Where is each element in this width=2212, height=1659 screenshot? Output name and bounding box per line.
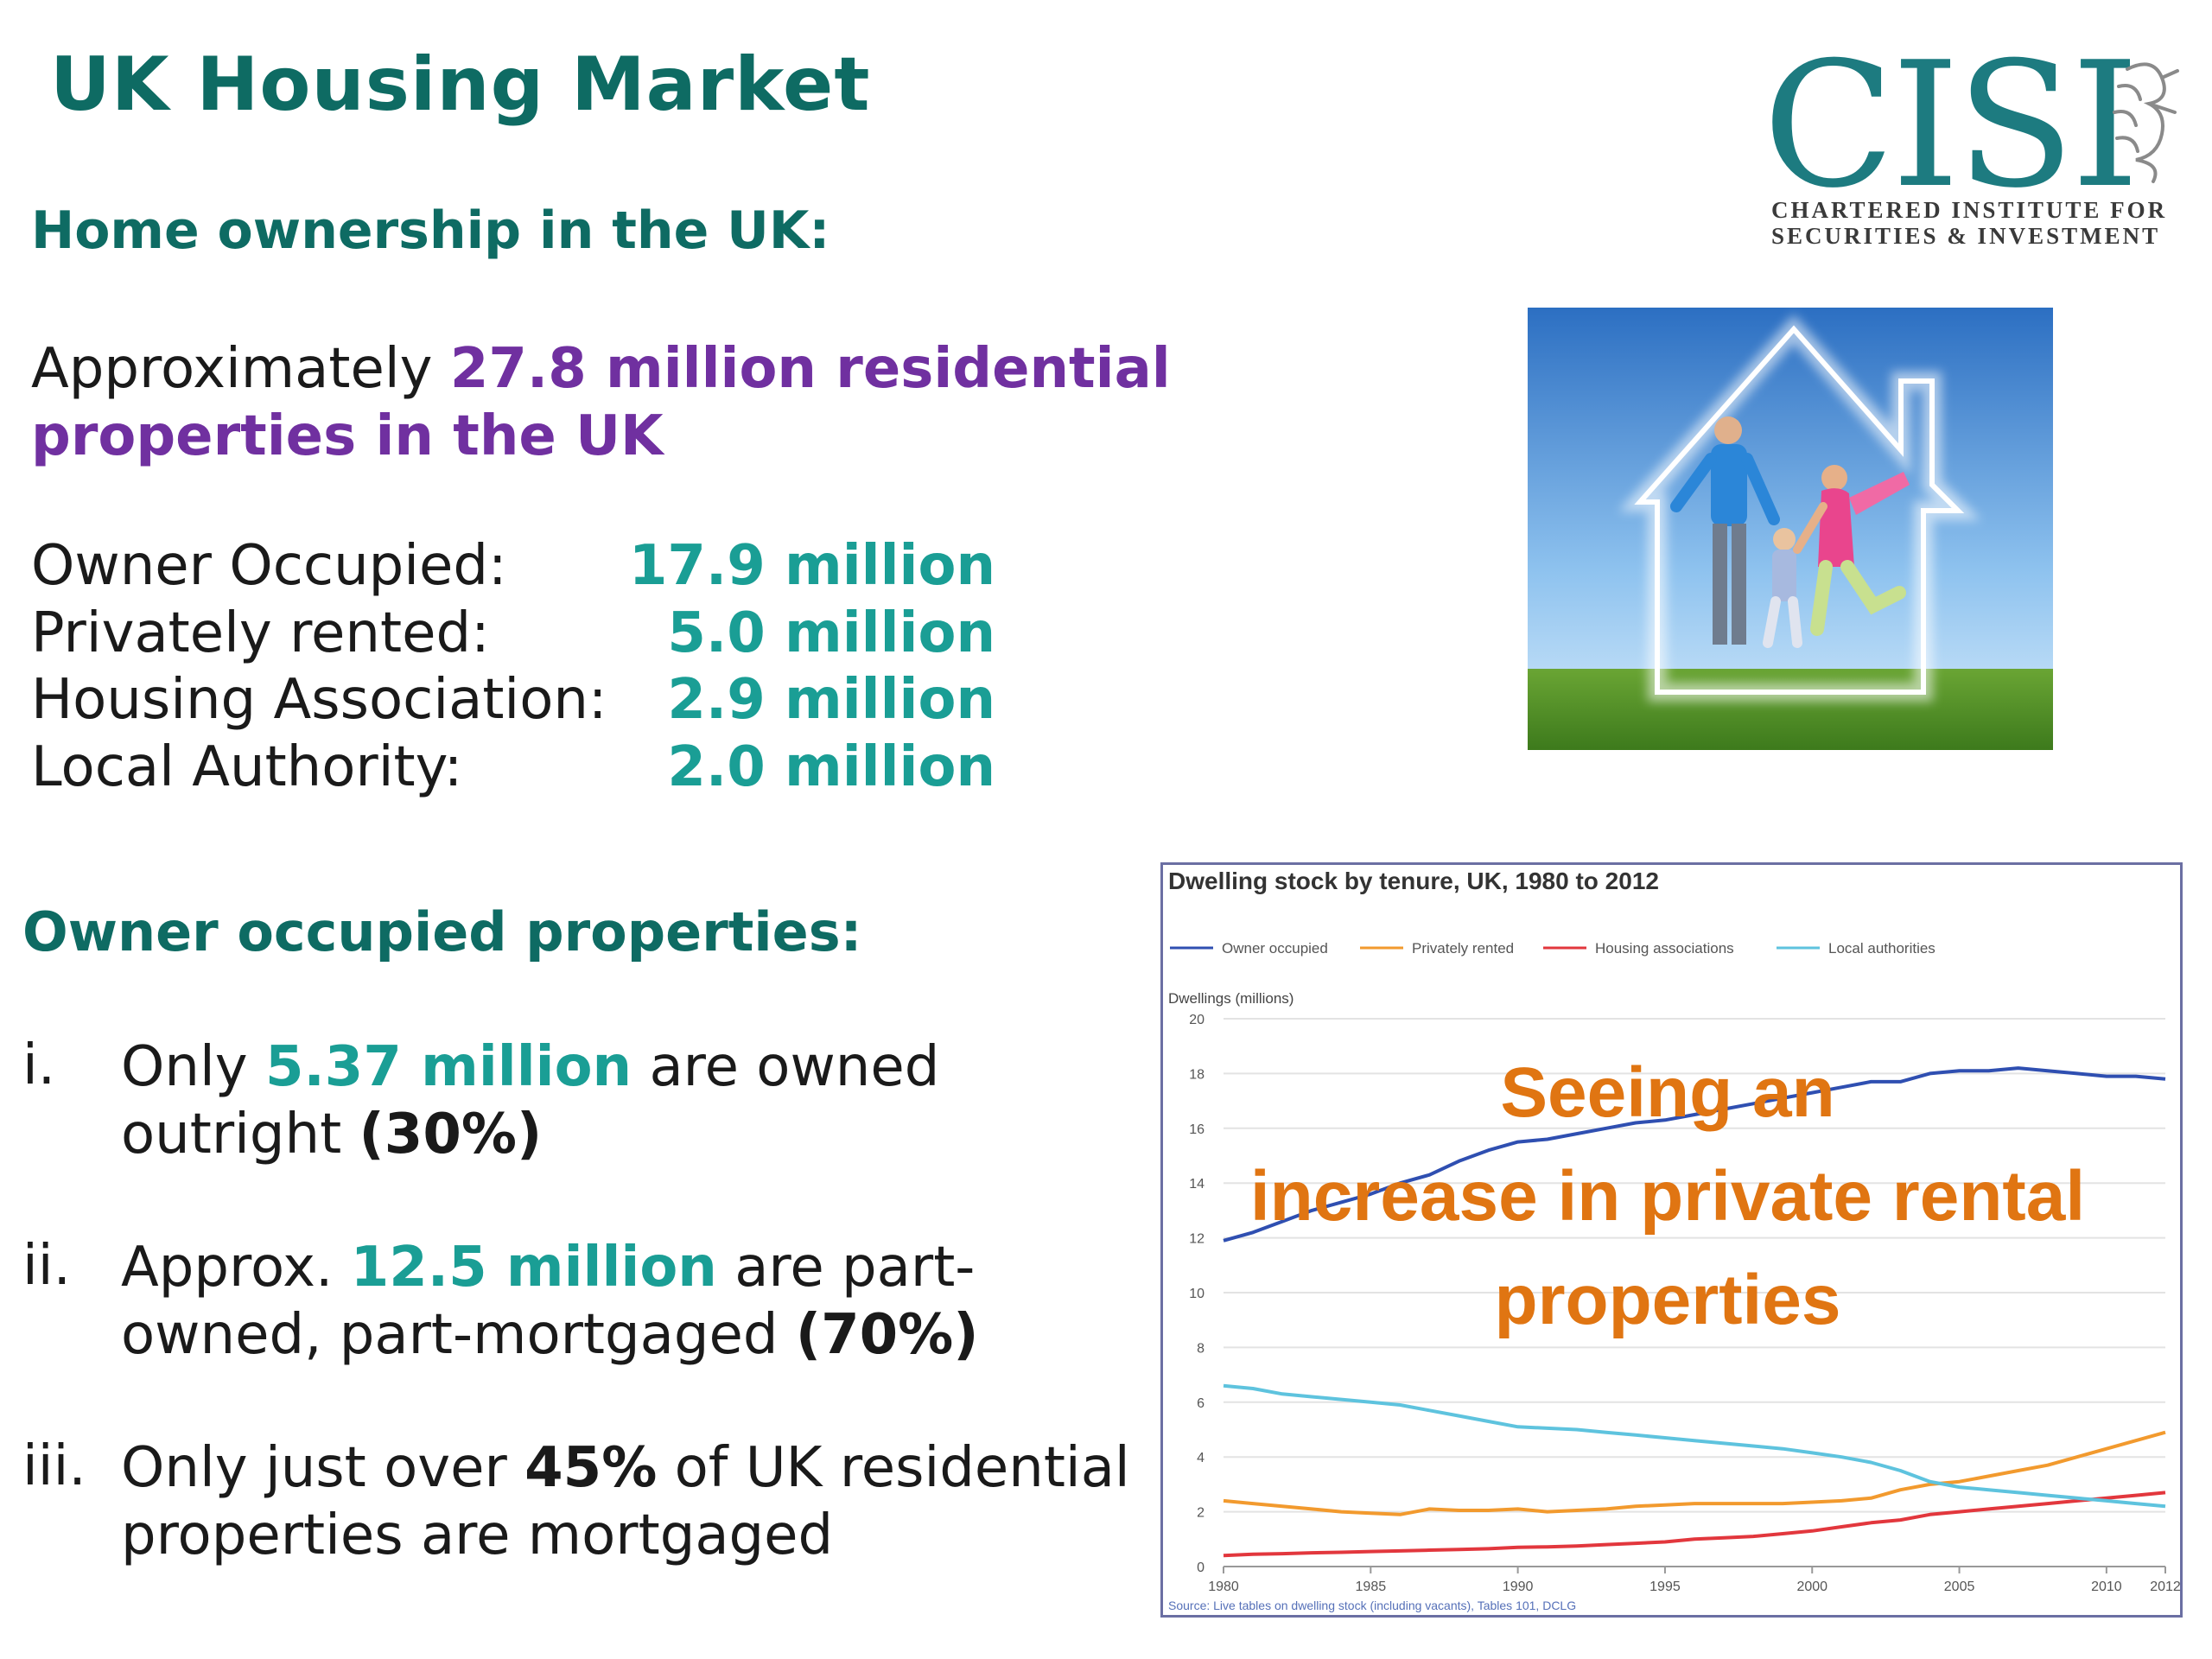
series-line (1223, 1491, 2166, 1558)
list-item-percent: 45% (524, 1436, 658, 1500)
list-item: Approx. 12.5 million are part-owned, par… (121, 1234, 1141, 1369)
tenure-value: 2.0 million (667, 735, 995, 799)
list-item-percent: (30%) (359, 1103, 543, 1166)
tenure-value: 17.9 million (628, 534, 995, 598)
logo-tagline-1: CHARTERED INSTITUTE FOR (1771, 197, 2168, 223)
x-axis-ticks: 1980 1985 1990 1995 2000 2005 2010 2012 (1208, 1567, 2180, 1594)
legend-label: Owner occupied (1222, 940, 1328, 957)
y-tick-label: 2 (1197, 1506, 1205, 1521)
y-tick-label: 4 (1197, 1451, 1205, 1465)
callout-line: properties (1494, 1261, 1841, 1339)
y-tick-label: 12 (1189, 1232, 1205, 1247)
list-item-percent: (70%) (795, 1303, 979, 1367)
series-line (1223, 1430, 2166, 1516)
callout-line: Seeing an (1500, 1053, 1835, 1132)
callout-line: increase in private rental (1249, 1157, 2086, 1236)
x-tick-label: 2005 (1944, 1580, 1975, 1594)
tenure-label: Housing Association: (31, 668, 607, 732)
list-item: Only just over 45% of UK residential pro… (121, 1434, 1141, 1569)
list-number: iii. (22, 1434, 86, 1498)
y-tick-label: 10 (1189, 1287, 1205, 1301)
legend-label: Housing associations (1595, 940, 1734, 957)
jumping-family (1670, 416, 1910, 648)
legend-label: Local authorities (1828, 940, 1936, 957)
y-tick-label: 18 (1189, 1067, 1205, 1082)
x-tick-label: 2010 (2091, 1580, 2122, 1594)
slide-title: UK Housing Market (50, 41, 871, 128)
chart-canvas: Dwelling stock by tenure, UK, 1980 to 20… (1168, 868, 2180, 1612)
x-tick-label: 2012 (2150, 1580, 2180, 1594)
y-tick-label: 16 (1189, 1122, 1205, 1137)
home-ownership-heading: Home ownership in the UK: (31, 200, 830, 261)
intro-highlight: 27.8 million residential properties in t… (31, 337, 1171, 468)
chart-source-note: Source: Live tables on dwelling stock (i… (1168, 1599, 1576, 1612)
chart-series (1223, 1066, 2166, 1558)
y-axis-label: Dwellings (millions) (1168, 990, 1294, 1007)
list-item: Only 5.37 million are owned outright (30… (121, 1033, 1141, 1168)
list-item-text: of UK residential properties are mortgag… (121, 1436, 1130, 1567)
intro-text: Approximately (31, 337, 450, 401)
y-axis-ticks: 0 2 4 6 8 10 12 14 16 18 20 (1189, 1013, 1205, 1575)
x-tick-label: 1985 (1356, 1580, 1387, 1594)
logo-wordmark: CISI (1763, 25, 2139, 226)
legend-label: Privately rented (1412, 940, 1514, 957)
list-item-highlight: 12.5 million (350, 1236, 717, 1300)
griffin-icon (2113, 62, 2179, 183)
tenure-value: 2.9 million (667, 668, 995, 732)
list-item-text: are owned outright (121, 1035, 940, 1166)
chart-title: Dwelling stock by tenure, UK, 1980 to 20… (1168, 868, 1659, 894)
owner-occupied-heading: Owner occupied properties: (22, 900, 862, 963)
intro-paragraph: Approximately 27.8 million residential p… (31, 335, 1448, 470)
y-tick-label: 8 (1197, 1341, 1205, 1356)
chart-callout: Seeing an increase in private rental pro… (1192, 1041, 2143, 1352)
tenure-label: Owner Occupied: (31, 534, 507, 598)
list-item-text: Only just over (121, 1436, 525, 1500)
list-item-text: are part-owned, part-mortgaged (121, 1236, 976, 1367)
x-tick-label: 1990 (1503, 1580, 1534, 1594)
chart-grid (1224, 1018, 2165, 1567)
list-item-highlight: 5.37 million (264, 1035, 632, 1099)
y-tick-label: 14 (1189, 1177, 1205, 1192)
series-line (1223, 1066, 2166, 1243)
list-item-text: Only (121, 1035, 265, 1099)
list-number: ii. (22, 1234, 71, 1298)
x-tick-label: 1995 (1649, 1580, 1681, 1594)
y-tick-label: 20 (1189, 1013, 1205, 1027)
tenure-label: Local Authority: (31, 735, 463, 799)
family-house-photo (1528, 308, 2053, 750)
cisi-logo: CISI CHARTERED INSTITUTE FOR SECURITIES … (1763, 25, 2186, 259)
y-tick-label: 6 (1197, 1396, 1205, 1411)
dwelling-stock-chart: Dwelling stock by tenure, UK, 1980 to 20… (1160, 862, 2183, 1618)
y-tick-label: 0 (1197, 1560, 1205, 1575)
list-item-text: Approx. (121, 1236, 351, 1300)
tenure-value: 5.0 million (667, 601, 995, 665)
series-line (1223, 1383, 2166, 1509)
logo-tagline-2: SECURITIES & INVESTMENT (1771, 223, 2161, 249)
x-tick-label: 2000 (1796, 1580, 1827, 1594)
list-number: i. (22, 1033, 56, 1097)
tenure-label: Privately rented: (31, 601, 490, 665)
glowing-house-outline (1618, 315, 1981, 702)
x-tick-label: 1980 (1208, 1580, 1239, 1594)
chart-legend: Owner occupied Privately rented Housing as… (1170, 940, 1936, 957)
